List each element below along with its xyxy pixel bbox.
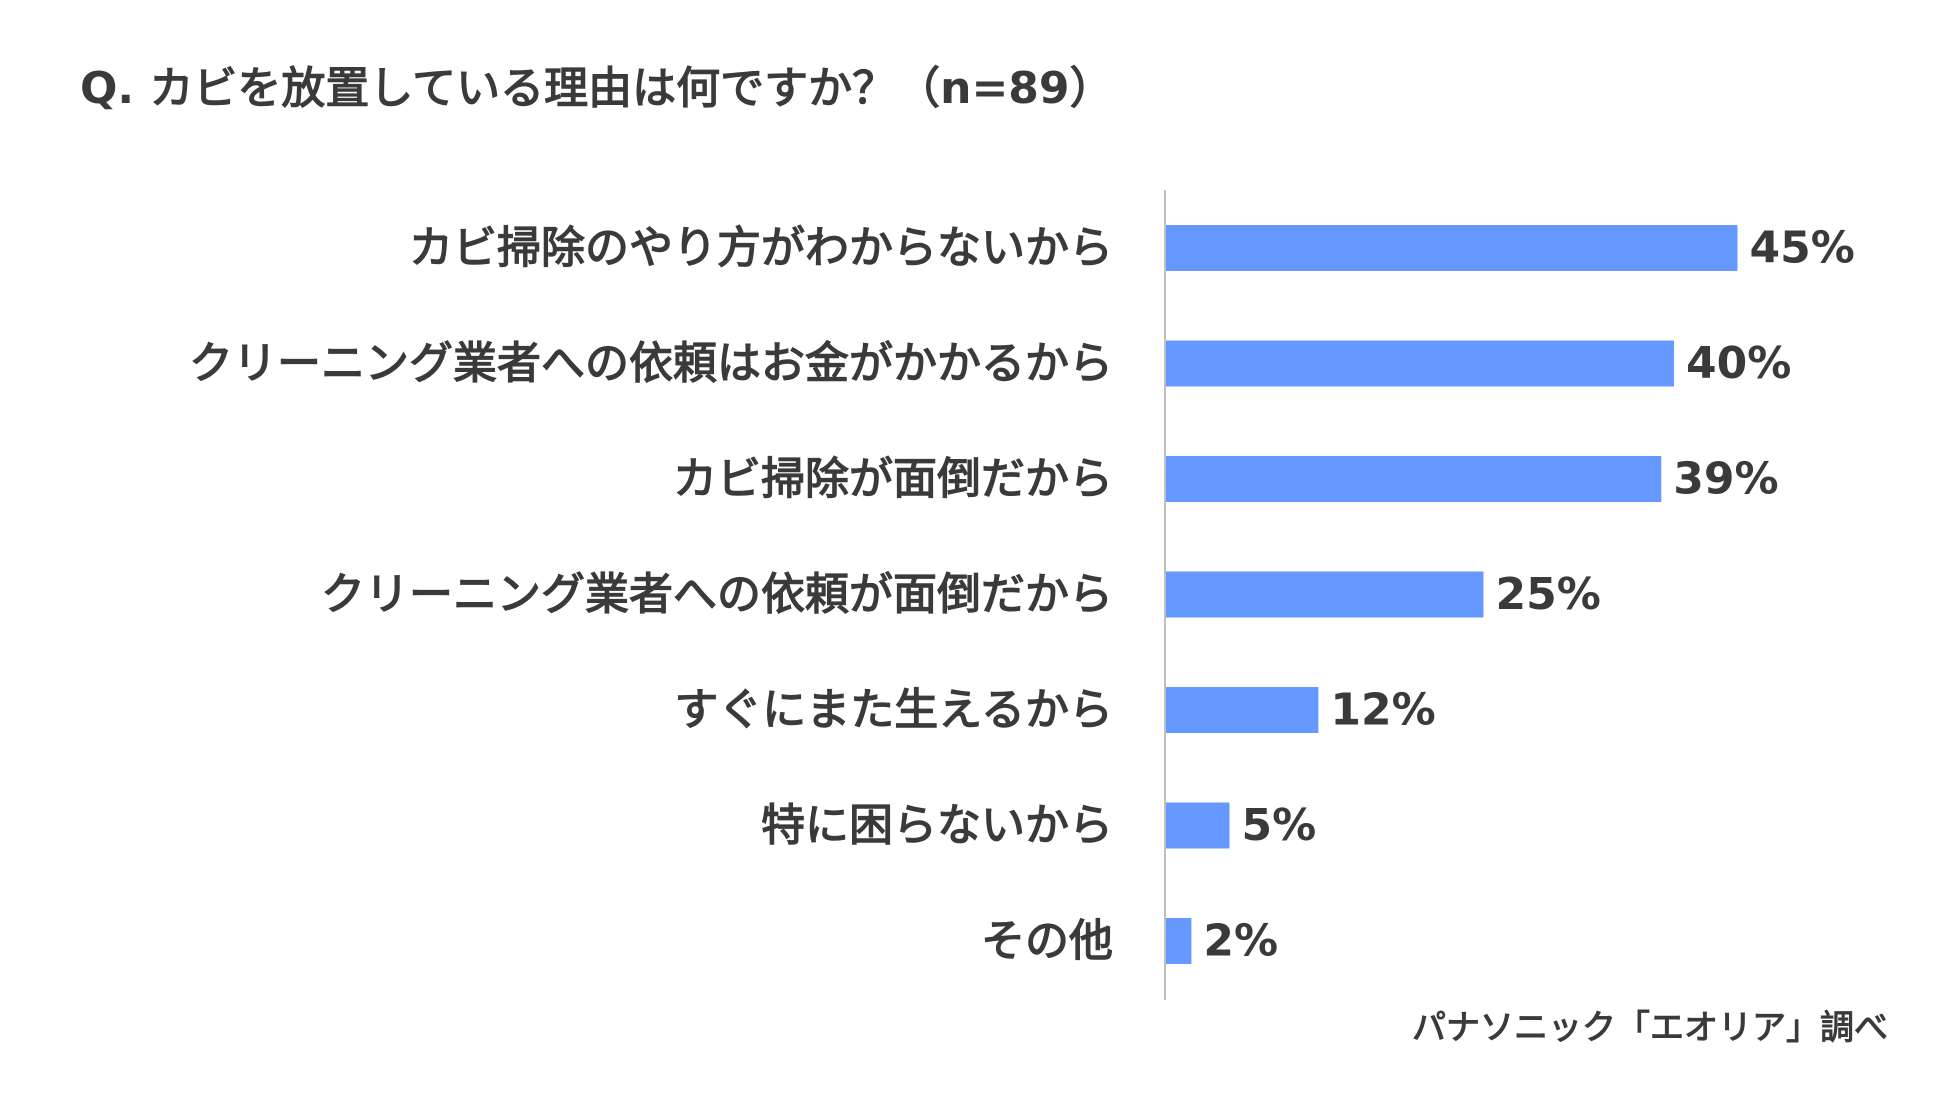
bars-group: カビ掃除のやり方がわからないから 45% クリーニング業者への依頼はお金がかかるから… bbox=[189, 223, 1855, 967]
category-label: クリーニング業者への依頼が面倒だから bbox=[321, 569, 1113, 620]
bar bbox=[1166, 687, 1319, 733]
value-label: 25% bbox=[1496, 569, 1601, 620]
value-label: 5% bbox=[1242, 800, 1317, 851]
source-credit: パナソニック「エオリア」調べ bbox=[1412, 1008, 1888, 1048]
category-label: その他 bbox=[981, 916, 1113, 967]
bar bbox=[1166, 802, 1230, 849]
value-label: 12% bbox=[1330, 685, 1435, 736]
bar bbox=[1166, 918, 1192, 964]
bar bbox=[1166, 456, 1662, 502]
category-label: カビ掃除が面倒だから bbox=[673, 454, 1113, 505]
value-label: 2% bbox=[1203, 916, 1278, 967]
chart-title: Q. カビを放置している理由は何ですか？（n=89） bbox=[80, 63, 1114, 114]
category-label: 特に困らないから bbox=[761, 800, 1113, 851]
category-label: クリーニング業者への依頼はお金がかかるから bbox=[189, 338, 1113, 389]
value-label: 45% bbox=[1750, 223, 1855, 274]
value-label: 40% bbox=[1686, 338, 1791, 389]
category-label: すぐにまた生えるから bbox=[674, 685, 1113, 736]
value-label: 39% bbox=[1673, 454, 1778, 505]
bar bbox=[1166, 571, 1484, 618]
bar bbox=[1166, 225, 1738, 271]
category-label: カビ掃除のやり方がわからないから bbox=[409, 223, 1113, 274]
bar bbox=[1166, 340, 1674, 387]
